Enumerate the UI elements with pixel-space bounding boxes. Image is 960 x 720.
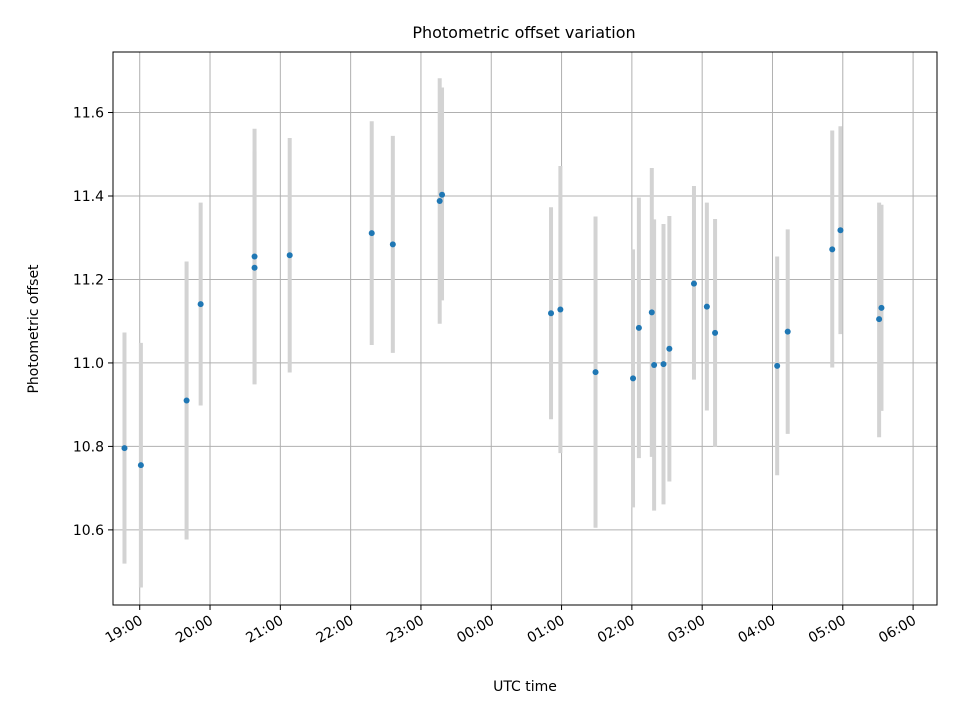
data-point: [774, 362, 781, 369]
data-point: [690, 280, 697, 287]
data-point: [712, 329, 719, 336]
data-point: [557, 306, 564, 313]
y-tick-label: 11.4: [73, 189, 104, 205]
x-axis-label: UTC time: [493, 679, 557, 695]
data-points: [121, 191, 885, 469]
data-point: [183, 397, 190, 404]
data-point: [592, 369, 599, 376]
y-axis-label: Photometric offset: [26, 264, 42, 394]
data-point: [251, 264, 258, 271]
data-point: [439, 191, 446, 198]
y-axis: 10.6 10.8 11.0 11.2 11.4 11.6: [73, 106, 113, 539]
data-point: [548, 310, 555, 317]
grid-lines: [113, 52, 937, 605]
plot-frame: [112, 51, 938, 606]
data-point: [648, 309, 655, 316]
data-point: [251, 253, 258, 260]
y-tick-label: 10.8: [73, 439, 104, 455]
data-point: [121, 445, 128, 452]
data-point: [784, 328, 791, 335]
data-point: [137, 462, 144, 469]
data-point: [635, 324, 642, 331]
data-point: [286, 252, 293, 259]
data-point: [368, 230, 375, 237]
data-point: [837, 227, 844, 234]
data-point: [876, 316, 883, 323]
y-tick-label: 11.0: [73, 356, 104, 372]
data-point: [878, 304, 885, 311]
data-point: [630, 375, 637, 382]
data-point: [660, 361, 667, 368]
data-point: [666, 345, 673, 352]
y-tick-label: 11.6: [73, 106, 104, 122]
data-point: [651, 362, 658, 369]
y-tick-label: 11.2: [73, 272, 104, 288]
data-point: [436, 197, 443, 204]
data-point: [389, 241, 396, 248]
data-point: [197, 301, 204, 308]
chart-title: Photometric offset variation: [412, 23, 635, 42]
data-point: [703, 303, 710, 310]
y-tick-label: 10.6: [73, 523, 104, 539]
data-point: [829, 246, 836, 253]
